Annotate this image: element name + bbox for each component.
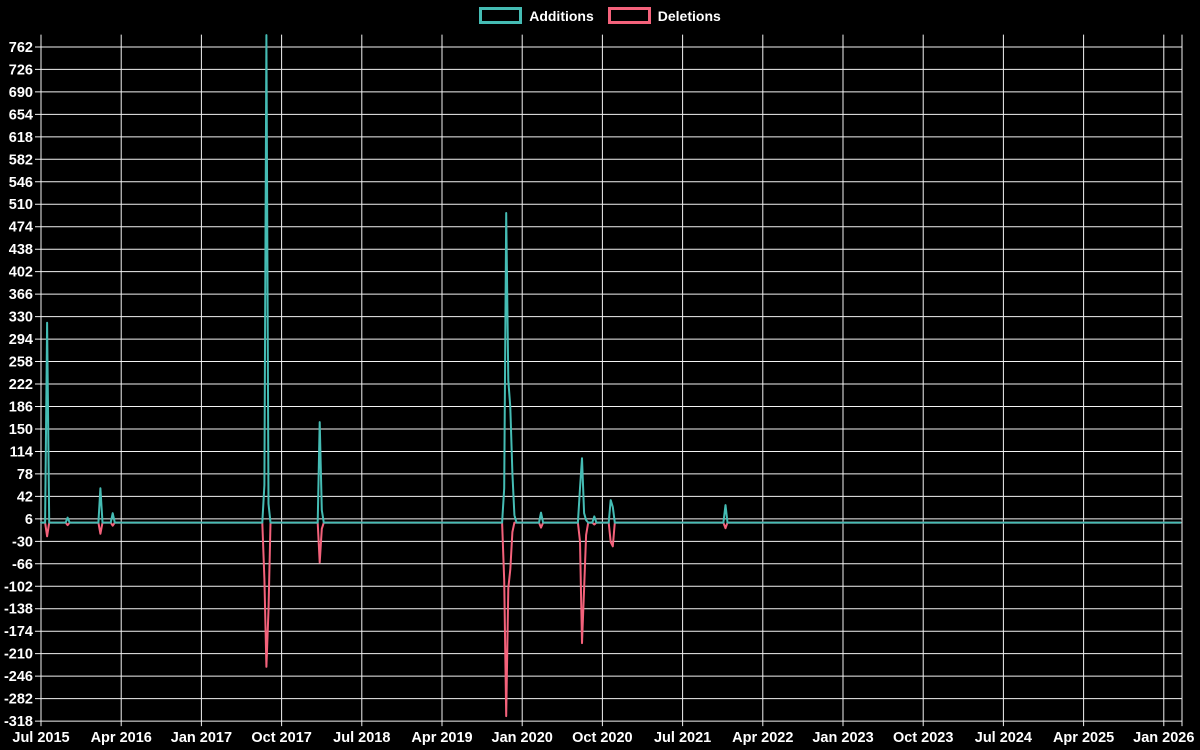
additions-series-line (40, 34, 1182, 524)
y-axis-tick-label: 222 (9, 377, 33, 393)
legend-item-deletions[interactable]: Deletions (607, 7, 721, 24)
y-axis-tick-label: 654 (9, 107, 33, 123)
x-axis-tick-label: Oct 2017 (251, 730, 311, 746)
y-axis-tick-label: 78 (17, 467, 33, 483)
y-axis-tick-label: 474 (9, 220, 33, 236)
y-axis-tick-label: -30 (12, 534, 33, 550)
x-axis-tick-label: Jul 2021 (654, 730, 711, 746)
x-axis-tick-label: Jul 2015 (12, 730, 69, 746)
y-axis-tick-label: 330 (9, 310, 33, 326)
x-axis-tick-label: Jul 2018 (333, 730, 390, 746)
y-axis-tick-label: -246 (4, 669, 33, 685)
y-axis-tick-label: 402 (9, 265, 33, 281)
y-axis-tick-label: -210 (4, 647, 33, 663)
x-axis-tick-label: Oct 2023 (893, 730, 953, 746)
y-axis-tick-label: 6 (25, 512, 33, 528)
x-axis-tick-label: Jan 2017 (171, 730, 232, 746)
legend-label-additions: Additions (529, 7, 594, 24)
y-axis-tick-label: -282 (4, 692, 33, 708)
x-axis-tick-label: Jan 2023 (812, 730, 873, 746)
deletions-swatch-icon (607, 7, 651, 24)
y-axis-tick-label: 582 (9, 152, 33, 168)
x-axis-tick-label: Apr 2019 (411, 730, 472, 746)
x-axis-tick-label: Apr 2022 (732, 730, 793, 746)
y-axis-tick-label: 510 (9, 197, 33, 213)
legend-item-additions[interactable]: Additions (479, 7, 594, 24)
y-axis-tick-label: 42 (17, 489, 33, 505)
y-axis-tick-label: 294 (9, 332, 33, 348)
y-axis-tick-label: 546 (9, 175, 33, 191)
chart-legend: Additions Deletions (0, 7, 1200, 24)
y-axis-tick-label: -102 (4, 579, 33, 595)
y-axis-tick-label: 438 (9, 242, 33, 258)
x-axis-tick-label: Jul 2024 (975, 730, 1032, 746)
y-axis-tick-label: 150 (9, 422, 33, 438)
y-axis-tick-label: 618 (9, 130, 33, 146)
y-axis-tick-label: -174 (4, 624, 33, 640)
y-axis-tick-label: 726 (9, 62, 33, 78)
y-axis-tick-label: 114 (10, 444, 33, 460)
y-axis-tick-label: -138 (4, 602, 33, 618)
legend-label-deletions: Deletions (657, 7, 721, 24)
y-axis-tick-label: 186 (9, 399, 33, 415)
x-axis-tick-label: Apr 2016 (91, 730, 152, 746)
y-axis-tick-label: -318 (4, 714, 33, 730)
y-axis-tick-label: 690 (9, 85, 33, 101)
y-axis-tick-label: 762 (9, 40, 33, 56)
y-axis-tick-label: 258 (9, 355, 33, 371)
x-axis-tick-label: Oct 2020 (572, 730, 632, 746)
y-axis-tick-label: 366 (9, 287, 33, 303)
deletions-series-line (40, 521, 1182, 718)
additions-swatch-icon (479, 7, 523, 24)
y-axis-tick-label: -66 (12, 557, 33, 573)
x-axis-tick-label: Jan 2026 (1133, 730, 1194, 746)
x-axis-tick-label: Jan 2020 (492, 730, 553, 746)
x-axis-tick-label: Apr 2025 (1053, 730, 1114, 746)
